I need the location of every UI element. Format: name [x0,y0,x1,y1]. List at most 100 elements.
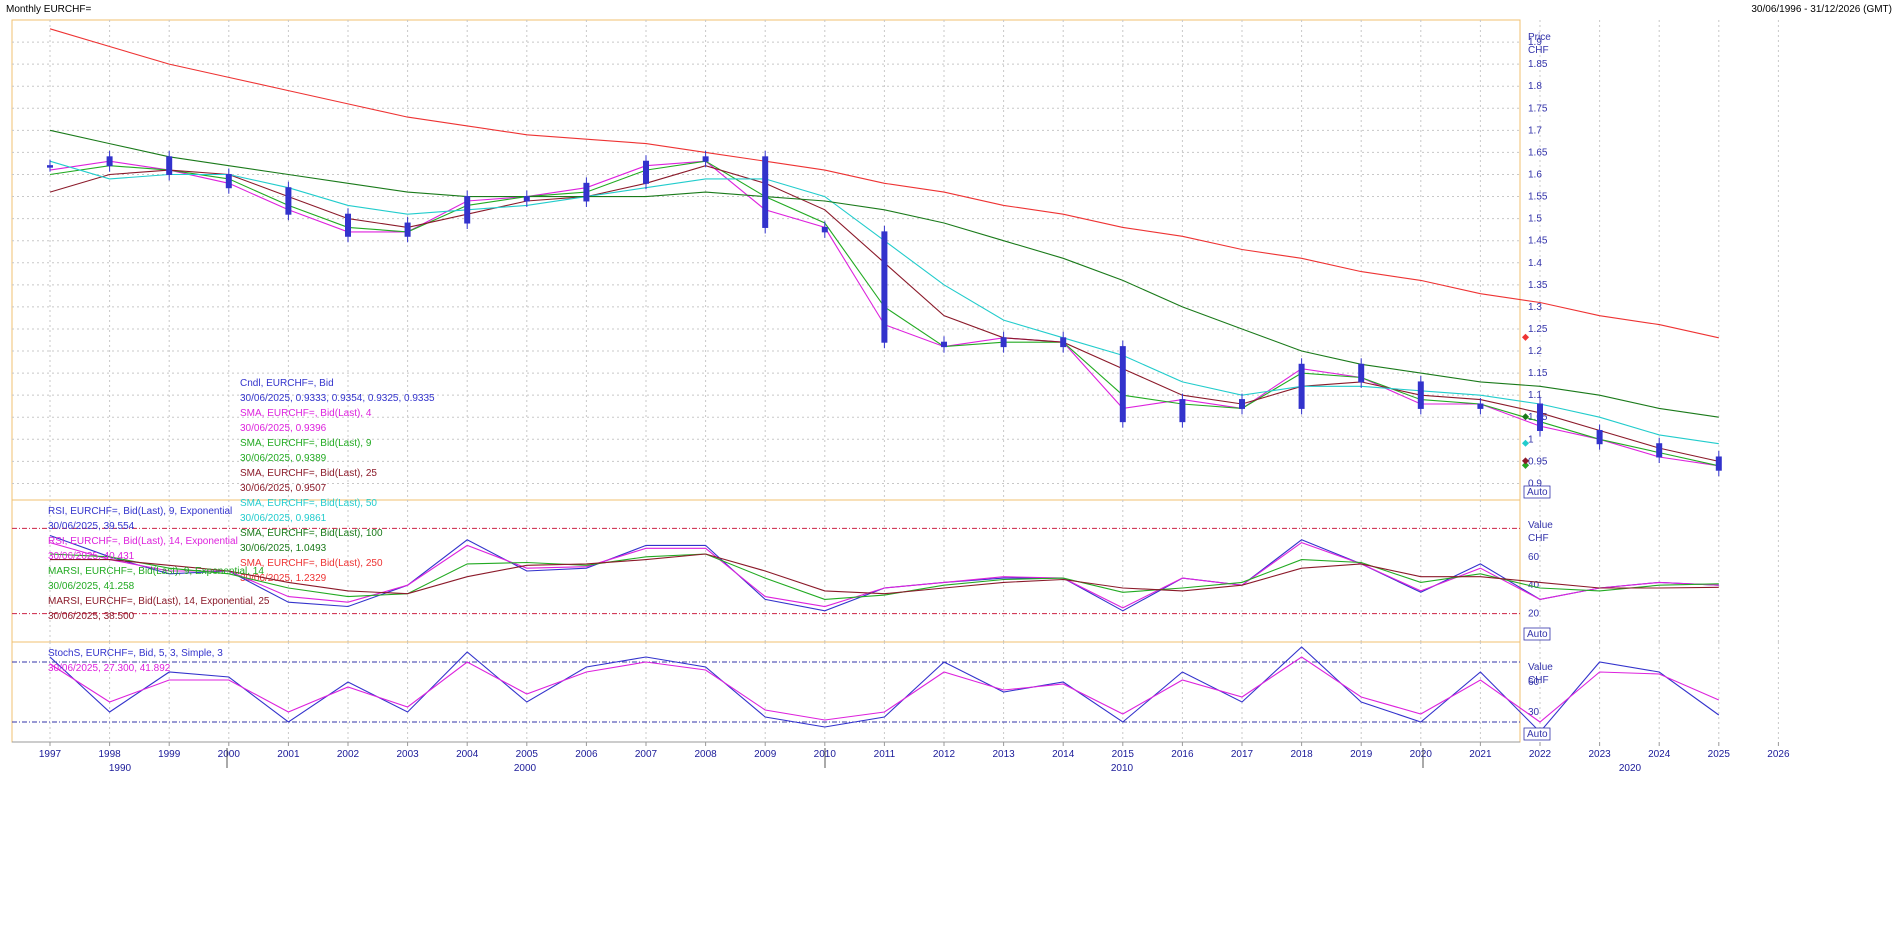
stoch-unit: CHF [1528,675,1549,686]
candle-body [821,226,828,233]
x-year-label: 2005 [516,749,539,760]
candle-body [702,156,709,162]
stoch-legend-name: StochS, EURCHF=, Bid, 5, 3, Simple, 3 [48,648,223,659]
rsi-tick-label: 20 [1528,609,1540,620]
x-year-label: 2022 [1529,749,1552,760]
legend-value: 30/06/2025, 0.9396 [240,423,327,434]
rsi-legend-value: 30/06/2025, 38.500 [48,611,135,622]
rsi-auto-label: Auto [1527,629,1548,640]
legend-name: SMA, EURCHF=, Bid(Last), 50 [240,498,377,509]
rsi-legend-name: MARSI, EURCHF=, Bid(Last), 9, Exponentia… [48,566,264,577]
x-year-label: 2009 [754,749,777,760]
candle-body [345,213,351,237]
candle-body [1477,403,1484,409]
sma-line-5 [49,129,1719,418]
rsi-legend-value: 30/06/2025, 40.431 [48,551,135,562]
stoch-auto-box [1523,727,1551,741]
candle-body [404,222,411,237]
x-year-label: 2004 [456,749,479,760]
candle-body [1060,337,1067,348]
price-tick-label: 1.4 [1528,258,1542,269]
rsi-legend-value: 30/06/2025, 39.554 [48,521,135,532]
legend-name: SMA, EURCHF=, Bid(Last), 25 [240,468,377,479]
rsi-legend-value: 30/06/2025, 41.258 [48,581,135,592]
price-tick-label: 1.6 [1528,169,1542,180]
stoch-unit-label: Value [1528,662,1553,673]
x-year-label: 2017 [1231,749,1254,760]
price-tick-label: 1.45 [1528,236,1548,247]
legend-name: SMA, EURCHF=, Bid(Last), 4 [240,408,372,419]
x-year-label: 2024 [1648,749,1671,760]
rsi-tick-label: 40 [1528,580,1540,591]
x-year-label: 2019 [1350,749,1373,760]
x-year-label: 2012 [933,749,956,760]
price-tick-label: 1.65 [1528,147,1548,158]
x-year-label: 1999 [158,749,181,760]
legend-name: Cndl, EURCHF=, Bid [240,378,334,389]
stoch-tick-label: 60 [1528,677,1540,688]
x-year-label: 2016 [1171,749,1194,760]
rsi-tick-label: 60 [1528,552,1540,563]
rsi-unit-label: Value [1528,520,1553,531]
legend-value: 30/06/2025, 0.9333, 0.9354, 0.9325, 0.93… [240,393,435,404]
price-tick-label: 0.95 [1528,456,1548,467]
price-auto-label: Auto [1527,487,1548,498]
candle-body [1000,337,1007,348]
x-year-label: 2007 [635,749,658,760]
chart-title: Monthly EURCHF= [6,4,92,15]
x-year-label: 2011 [874,749,896,760]
x-year-label: 2013 [992,749,1015,760]
candle-body [1715,456,1722,471]
decade-label: 2020 [1619,763,1642,774]
price-tick-label: 1.9 [1528,37,1542,48]
price-tick-label: 1.25 [1528,324,1548,335]
stoch-auto-label: Auto [1527,729,1548,740]
candle-body [1656,443,1663,458]
legend-value: 30/06/2025, 0.9507 [240,483,327,494]
price-unit-label: Price [1528,32,1551,43]
candle-body [225,173,232,189]
x-year-label: 2018 [1290,749,1313,760]
price-tick-label: 1 [1528,434,1534,445]
candle-body [166,156,173,175]
candle-body [1298,363,1305,409]
x-year-label: 2023 [1588,749,1611,760]
candle-body [285,187,292,215]
stoch-panel [11,641,1521,743]
rsi-legend-name: RSI, EURCHF=, Bid(Last), 14, Exponential [48,536,238,547]
candle-body [1179,399,1186,423]
legend-value: 30/06/2025, 1.0493 [240,543,327,554]
candle-body [106,156,113,167]
x-year-label: 2000 [218,749,241,760]
price-tick-label: 1.35 [1528,280,1548,291]
decade-label: 2010 [1111,763,1134,774]
x-year-label: 2002 [337,749,360,760]
x-year-label: 2006 [575,749,598,760]
stoch-line-1 [49,656,1720,723]
rsi-line-3 [50,553,1719,595]
candle-body [762,156,769,228]
legend-value: 30/06/2025, 0.9389 [240,453,327,464]
x-year-label: 2008 [694,749,717,760]
price-panel [11,19,1521,501]
candle-body [881,231,888,343]
price-tick-label: 0.9 [1528,478,1542,489]
rsi-auto-box [1523,627,1551,641]
price-tick-label: 1.8 [1528,81,1542,92]
sma-line-6 [49,28,1719,339]
rsi-line-2 [49,553,1719,600]
rsi-legend-name: RSI, EURCHF=, Bid(Last), 9, Exponential [48,506,232,517]
x-year-label: 2025 [1708,749,1731,760]
x-year-label: 2003 [396,749,419,760]
candle-body [1358,363,1365,383]
candle-body [1537,403,1543,431]
date-range: 30/06/1996 - 31/12/2026 (GMT) [1751,4,1892,15]
candle-body [583,182,590,202]
x-year-label: 1997 [39,749,62,760]
candle-body [523,196,530,202]
x-year-label: 2001 [277,749,300,760]
candle-body [1239,399,1245,409]
legend-value: 30/06/2025, 1.2329 [240,573,327,584]
rsi-line-1 [49,541,1719,609]
legend-name: SMA, EURCHF=, Bid(Last), 9 [240,438,372,449]
